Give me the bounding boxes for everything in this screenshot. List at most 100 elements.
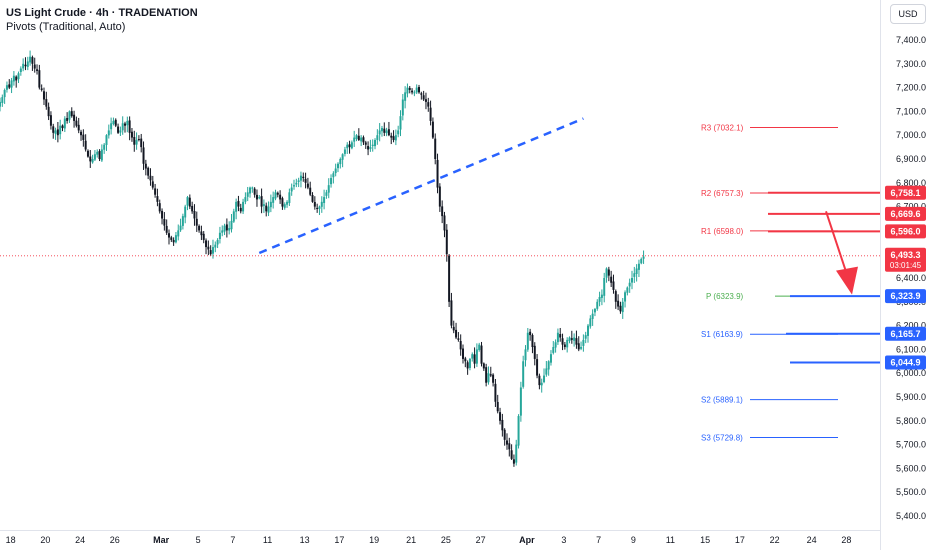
candle-body bbox=[130, 131, 133, 138]
y-tick-label: 6,200.0 bbox=[896, 321, 926, 331]
candle-body bbox=[295, 182, 298, 185]
candle-body bbox=[211, 247, 214, 254]
candle-body bbox=[77, 124, 80, 131]
candle-body bbox=[341, 154, 344, 160]
y-tick-label: 5,400.0 bbox=[896, 511, 926, 521]
candle-body bbox=[573, 337, 576, 341]
candle-body bbox=[327, 185, 330, 193]
candle-body bbox=[522, 361, 525, 387]
candle-body bbox=[457, 338, 460, 340]
candle-body bbox=[117, 126, 120, 133]
candle-body bbox=[59, 125, 62, 135]
candle-body bbox=[149, 175, 152, 181]
candle-body bbox=[596, 301, 599, 309]
candle-body bbox=[56, 129, 59, 136]
candle-body bbox=[411, 90, 414, 93]
symbol-title[interactable]: US Light Crude · 4h · TRADENATION bbox=[6, 7, 198, 19]
x-tick-label: 13 bbox=[300, 535, 310, 545]
candle-body bbox=[262, 204, 265, 206]
candle-body bbox=[385, 130, 388, 134]
candle-body bbox=[408, 87, 411, 90]
candle-body bbox=[367, 146, 370, 150]
candle-body bbox=[637, 263, 640, 270]
y-tick-label: 6,700.0 bbox=[896, 202, 926, 212]
candle-body bbox=[499, 412, 502, 421]
candle-body bbox=[188, 197, 191, 207]
candle-body bbox=[299, 175, 302, 181]
candle-body bbox=[348, 144, 351, 148]
candle-body bbox=[394, 135, 397, 141]
y-tick-label: 7,200.0 bbox=[896, 83, 926, 93]
candle-body bbox=[431, 121, 434, 138]
candle-body bbox=[617, 300, 620, 307]
candle-body bbox=[265, 205, 268, 212]
candle-body bbox=[538, 375, 541, 386]
candle-body bbox=[24, 64, 27, 67]
candle-body bbox=[258, 197, 261, 199]
level-price-text: 6,044.9 bbox=[890, 358, 920, 368]
level-price-tag bbox=[885, 355, 926, 370]
candle-body bbox=[293, 185, 296, 187]
candle-body bbox=[320, 201, 323, 207]
candle-body bbox=[269, 201, 272, 208]
candle-body bbox=[82, 134, 85, 140]
candle-body bbox=[415, 87, 418, 93]
x-tick-label: 7 bbox=[230, 535, 235, 545]
level-price-text: 6,758.1 bbox=[890, 188, 920, 198]
y-tick-label: 6,800.0 bbox=[896, 178, 926, 188]
candle-body bbox=[628, 282, 631, 287]
candle-body bbox=[286, 201, 289, 205]
y-tick-label: 6,100.0 bbox=[896, 344, 926, 354]
candle-body bbox=[137, 139, 140, 141]
candle-body bbox=[12, 75, 15, 82]
candle-body bbox=[96, 151, 99, 155]
candle-body bbox=[151, 181, 154, 188]
candle-body bbox=[170, 237, 173, 240]
candle-body bbox=[441, 206, 444, 217]
candle-body bbox=[156, 196, 159, 202]
candle-body bbox=[556, 332, 559, 343]
candle-body bbox=[515, 444, 518, 463]
currency-button[interactable]: USD bbox=[890, 4, 926, 24]
candle-body bbox=[107, 130, 110, 136]
candle-body bbox=[260, 196, 263, 207]
candle-body bbox=[186, 197, 189, 206]
candle-body bbox=[42, 91, 45, 100]
candle-body bbox=[353, 137, 356, 142]
candle-body bbox=[452, 326, 455, 331]
candle-body bbox=[119, 130, 122, 133]
candle-body bbox=[110, 123, 113, 130]
candle-body bbox=[100, 149, 103, 161]
candle-body bbox=[401, 99, 404, 116]
candle-body bbox=[591, 313, 594, 319]
candle-body bbox=[253, 188, 256, 195]
candle-body bbox=[614, 291, 617, 302]
candle-body bbox=[36, 69, 39, 71]
candle-body bbox=[577, 343, 580, 350]
candle-body bbox=[443, 215, 446, 231]
candle-body bbox=[561, 338, 564, 345]
candle-body bbox=[142, 147, 145, 164]
candle-body bbox=[70, 111, 73, 117]
candle-body bbox=[404, 92, 407, 101]
candle-body bbox=[473, 354, 476, 364]
indicator-label[interactable]: Pivots (Traditional, Auto) bbox=[6, 21, 126, 33]
candle-body bbox=[207, 246, 210, 250]
candle-body bbox=[360, 137, 363, 142]
candle-body bbox=[251, 187, 254, 189]
candle-body bbox=[494, 383, 497, 402]
candle-body bbox=[202, 233, 205, 240]
x-tick-label: 27 bbox=[476, 535, 486, 545]
level-price-tag bbox=[885, 289, 926, 304]
level-price-tag bbox=[885, 206, 926, 221]
candle-body bbox=[128, 120, 131, 133]
x-tick-label: 11 bbox=[263, 535, 272, 545]
candle-body bbox=[600, 294, 603, 298]
candle-body bbox=[279, 194, 282, 200]
candle-body bbox=[244, 197, 247, 202]
candle-body bbox=[10, 80, 13, 88]
candle-body bbox=[17, 73, 20, 80]
candle-body bbox=[397, 130, 400, 135]
candle-body bbox=[610, 276, 613, 283]
